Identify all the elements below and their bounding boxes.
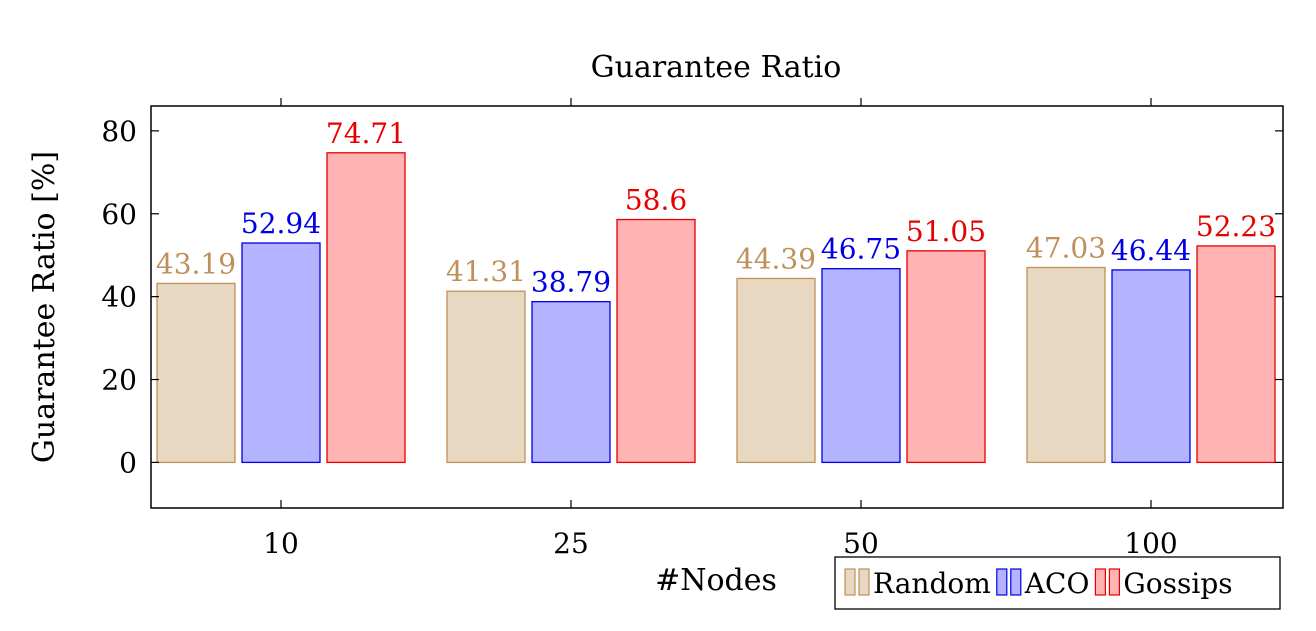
bar-gossips-10: [326, 152, 406, 464]
bar-aco-10: [241, 242, 321, 464]
data-label: 52.23: [1196, 210, 1276, 243]
bar-aco-25: [531, 301, 611, 464]
legend-item-aco: ACO: [996, 567, 1090, 600]
chart-title: Guarantee Ratio: [591, 50, 842, 85]
legend-label: Random: [873, 567, 991, 600]
x-tick-label: 10: [263, 527, 299, 560]
x-axis-label: #Nodes: [655, 563, 777, 598]
legend-swatch: [1094, 568, 1107, 596]
x-tick-label: 50: [843, 527, 879, 560]
bar-gossips-100: [1196, 245, 1276, 464]
y-axis: 0 20 40 60 80: [101, 115, 1283, 479]
legend-item-random: Random: [844, 567, 991, 600]
data-label: 38.79: [531, 266, 611, 299]
bar-random-10: [156, 282, 236, 464]
data-label: 52.94: [241, 207, 321, 240]
data-label: 74.71: [326, 117, 406, 150]
legend-label: ACO: [1024, 567, 1090, 600]
y-tick-label: 0: [119, 446, 137, 479]
y-tick-label: 20: [101, 364, 137, 397]
bar-gossips-25: [616, 218, 696, 464]
y-tick-label: 40: [101, 281, 137, 314]
bar-random-100: [1026, 266, 1106, 464]
bar-aco-50: [821, 268, 901, 464]
y-tick-label: 60: [101, 198, 137, 231]
legend-swatch: [1010, 568, 1022, 596]
legend: Random ACO Gossips: [834, 556, 1281, 610]
data-label: 44.39: [736, 242, 816, 275]
data-label: 41.31: [446, 255, 526, 288]
data-label: 46.75: [821, 233, 901, 266]
legend-swatch: [1108, 568, 1121, 596]
legend-swatch: [844, 568, 856, 596]
y-axis-label: Guarantee Ratio [%]: [27, 151, 62, 463]
data-label: 58.6: [625, 184, 687, 217]
legend-swatch: [858, 568, 870, 596]
data-label: 43.19: [156, 247, 236, 280]
plot-frame: [150, 105, 1284, 509]
bar-aco-100: [1111, 269, 1191, 464]
bar-random-25: [446, 290, 526, 464]
legend-swatch: [996, 568, 1008, 596]
legend-box: [834, 556, 1281, 610]
x-axis: 10 25 50 100: [263, 98, 1178, 560]
bar-gossips-50: [906, 250, 986, 464]
data-label: 47.03: [1026, 232, 1106, 265]
y-tick-label: 80: [101, 115, 137, 148]
data-label: 51.05: [906, 215, 986, 248]
legend-item-gossips: Gossips: [1094, 567, 1233, 600]
x-tick-label: 100: [1124, 527, 1177, 560]
bars-layer: 43.19 41.31 44.39 47.03 52.94 38.79 46.75 46.44…: [156, 117, 1276, 464]
x-tick-label: 25: [553, 527, 589, 560]
data-label: 46.44: [1111, 234, 1191, 267]
bar-random-50: [736, 277, 816, 464]
legend-label: Gossips: [1123, 567, 1232, 600]
